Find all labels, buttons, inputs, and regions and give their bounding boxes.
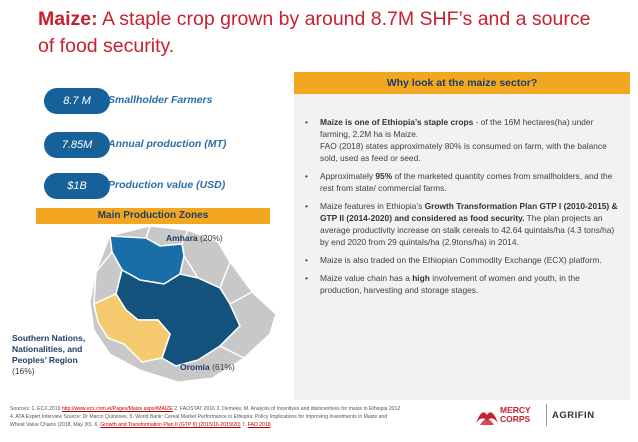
mercy-corps-logo-icon	[476, 412, 498, 425]
stat-value: 7.85M	[44, 132, 110, 158]
sources-footer: Sources: 1. ECX,2019 http://www.ecx.com.…	[10, 406, 401, 428]
title-bold: Maize:	[38, 8, 98, 30]
ethiopia-map	[89, 225, 277, 383]
bullet-staple-crop: Maize is one of Ethiopia’s staple crops …	[300, 116, 620, 164]
region-name: Amhara	[166, 233, 198, 243]
region-label-amhara: Amhara (20%)	[166, 233, 223, 243]
stat-value: $1B	[44, 173, 110, 199]
region-share: (16%)	[12, 366, 35, 376]
title-rest: A staple crop grown by around 8.7M SHF’s…	[38, 8, 591, 57]
gtp-link[interactable]: Growth and Transformation Plan II (GTP I…	[100, 422, 241, 428]
stat-label: Smallholder Farmers	[108, 94, 213, 106]
mercy-corps-logo-text: MERCY CORPS	[500, 405, 531, 424]
stat-label: Production value (USD)	[108, 179, 226, 191]
fao-link[interactable]: FAO 2018	[247, 422, 271, 428]
page-title: Maize: A staple crop grown by around 8.7…	[38, 6, 598, 60]
region-share: (20%)	[200, 233, 223, 243]
stat-value: 8.7 M	[44, 88, 110, 114]
bullet-women-youth: Maize value chain has a high involvement…	[300, 272, 620, 296]
map-region-snnpr	[93, 293, 171, 363]
region-name: Southern Nations, Nationalities, and Peo…	[12, 333, 86, 365]
map-region-somali	[218, 291, 277, 359]
why-maize-heading: Why look at the maize sector?	[294, 72, 630, 94]
stat-label: Annual production (MT)	[108, 138, 227, 150]
ecx-link[interactable]: http://www.ecx.com.et/Pages/Maize.aspx#M…	[61, 406, 173, 412]
bullet-smallholders-share: Approximately 95% of the marketed quanti…	[300, 170, 620, 194]
bullet-ecx: Maize is also traded on the Ethiopian Co…	[300, 254, 620, 266]
main-production-zones-heading: Main Production Zones	[36, 208, 270, 224]
agrifin-logo-text: AGRIFIN	[552, 410, 595, 421]
bullet-gtp: Maize features in Ethiopia’s Growth Tran…	[300, 200, 620, 248]
region-label-snnpr: Southern Nations, Nationalities, and Peo…	[12, 333, 102, 377]
why-maize-bullets: Maize is one of Ethiopia’s staple crops …	[300, 116, 620, 302]
logo-divider	[546, 404, 547, 426]
region-name: Oromia	[180, 362, 210, 372]
region-share: (61%)	[212, 362, 235, 372]
region-label-oromia: Oromia (61%)	[180, 362, 235, 372]
